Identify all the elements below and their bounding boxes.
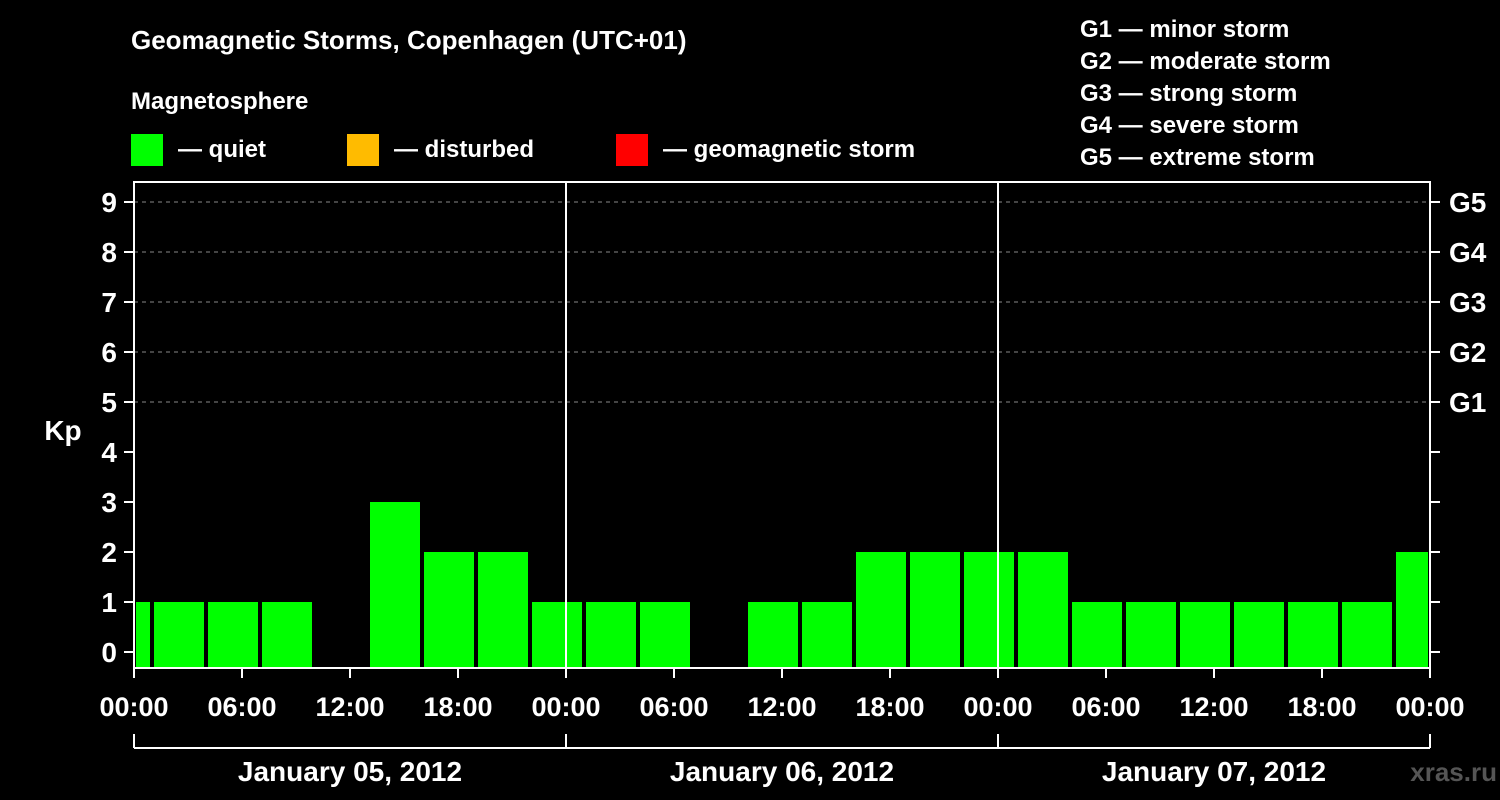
x-axis-ticks: 00:00 06:00 12:00 18:00 00:00 06:00 12:00 18:00… — [99, 668, 1465, 722]
y-tick-label-2: 2 — [101, 537, 117, 568]
day-label-1: January 06, 2012 — [670, 756, 894, 787]
storm-label-g3: G3 — [1449, 287, 1486, 318]
bar-22 — [1288, 602, 1338, 668]
x-tick-label-10: 12:00 — [1179, 692, 1248, 722]
day-label-2: January 07, 2012 — [1102, 756, 1326, 787]
bar-9 — [586, 602, 636, 668]
bar-5 — [370, 502, 420, 668]
plot-frame — [133, 181, 1431, 669]
legend-label-1: — disturbed — [394, 136, 534, 163]
y-tick-label-7: 7 — [101, 287, 117, 318]
bars — [136, 502, 1428, 668]
bar-23 — [1342, 602, 1392, 668]
x-tick-label-7: 18:00 — [855, 692, 924, 722]
x-tick-label-2: 12:00 — [315, 692, 384, 722]
storm-scale-item-3: G4 — severe storm — [1080, 112, 1299, 139]
y-tick-label-3: 3 — [101, 487, 117, 518]
bar-24 — [1396, 552, 1428, 668]
bar-12 — [748, 602, 798, 668]
bar-18 — [1072, 602, 1122, 668]
y-tick-label-1: 1 — [101, 587, 117, 618]
storm-scale-legend: G1 — minor storm G2 — moderate storm G3 — … — [1080, 16, 1331, 171]
x-tick-label-9: 06:00 — [1071, 692, 1140, 722]
storm-label-g1: G1 — [1449, 387, 1486, 418]
watermark: xras.ru — [1410, 757, 1497, 787]
x-tick-label-3: 18:00 — [423, 692, 492, 722]
y-tick-label-6: 6 — [101, 337, 117, 368]
y-tick-label-0: 0 — [101, 637, 117, 668]
legend-label-2: — geomagnetic storm — [663, 136, 915, 163]
bar-1 — [154, 602, 204, 668]
legend-swatch-1 — [347, 134, 379, 166]
legend-label-0: — quiet — [178, 136, 266, 163]
bar-15 — [910, 552, 960, 668]
bar-8 — [532, 602, 582, 668]
x-tick-label-1: 06:00 — [207, 692, 276, 722]
x-tick-label-4: 00:00 — [531, 692, 600, 722]
storm-label-g4: G4 — [1449, 237, 1487, 268]
day-label-0: January 05, 2012 — [238, 756, 462, 787]
storm-label-g5: G5 — [1449, 187, 1486, 218]
bar-16 — [964, 552, 1014, 668]
x-tick-label-5: 06:00 — [639, 692, 708, 722]
x-tick-label-12: 00:00 — [1395, 692, 1464, 722]
storm-scale-item-2: G3 — strong storm — [1080, 80, 1297, 107]
bar-2 — [208, 602, 258, 668]
chart-title: Geomagnetic Storms, Copenhagen (UTC+01) — [131, 25, 686, 55]
bar-0 — [136, 602, 150, 668]
x-tick-label-11: 18:00 — [1287, 692, 1356, 722]
day-labels: January 05, 2012 January 06, 2012 January … — [133, 734, 1431, 787]
x-tick-label-8: 00:00 — [963, 692, 1032, 722]
legend: — quiet — disturbed — geomagnetic storm — [131, 134, 915, 166]
axes — [133, 181, 1431, 669]
legend-title: Magnetosphere — [131, 88, 308, 115]
bar-3 — [262, 602, 312, 668]
grid-lines — [134, 201, 1430, 403]
bar-21 — [1234, 602, 1284, 668]
bar-20 — [1180, 602, 1230, 668]
storm-scale-item-4: G5 — extreme storm — [1080, 144, 1315, 171]
y-tick-label-8: 8 — [101, 237, 117, 268]
y-axis-label: Kp — [44, 415, 81, 446]
bar-7 — [478, 552, 528, 668]
x-tick-label-0: 00:00 — [99, 692, 168, 722]
y-axis-ticks: 0 1 2 3 4 5 6 7 8 9 — [101, 187, 134, 668]
bar-17 — [1018, 552, 1068, 668]
bar-14 — [856, 552, 906, 668]
y-tick-label-4: 4 — [101, 437, 117, 468]
bar-6 — [424, 552, 474, 668]
storm-label-g2: G2 — [1449, 337, 1486, 368]
y-tick-label-9: 9 — [101, 187, 117, 218]
storm-scale-item-0: G1 — minor storm — [1080, 16, 1289, 43]
bar-13 — [802, 602, 852, 668]
storm-scale-item-1: G2 — moderate storm — [1080, 48, 1331, 75]
x-tick-label-6: 12:00 — [747, 692, 816, 722]
bar-10 — [640, 602, 690, 668]
y-tick-label-5: 5 — [101, 387, 117, 418]
legend-swatch-0 — [131, 134, 163, 166]
legend-swatch-2 — [616, 134, 648, 166]
storm-axis-ticks: G1 G2 G3 G4 G5 — [1430, 187, 1487, 653]
bar-19 — [1126, 602, 1176, 668]
